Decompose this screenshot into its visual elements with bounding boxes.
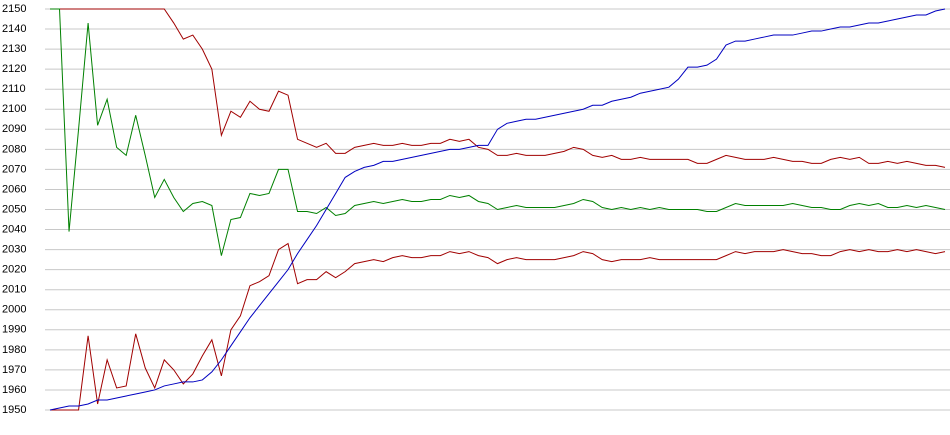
y-tick-label: 2040 <box>2 223 26 235</box>
y-tick-label: 2150 <box>2 3 26 15</box>
y-tick-label: 1990 <box>2 324 26 336</box>
y-tick-label: 1950 <box>2 404 26 416</box>
y-tick-label: 2010 <box>2 284 26 296</box>
series-line <box>50 8 946 168</box>
y-tick-label: 2090 <box>2 123 26 135</box>
y-tick-label: 2000 <box>2 304 26 316</box>
series-line <box>50 8 946 256</box>
y-tick-label: 2070 <box>2 163 26 175</box>
y-tick-label: 2080 <box>2 143 26 155</box>
y-tick-label: 2100 <box>2 103 26 115</box>
y-tick-label: 1980 <box>2 344 26 356</box>
series-line <box>49 8 946 411</box>
y-tick-label: 2030 <box>2 244 26 256</box>
y-tick-label: 2140 <box>2 23 26 35</box>
y-tick-label: 2110 <box>2 83 26 95</box>
series-line <box>50 242 946 411</box>
y-tick-label: 2050 <box>2 203 26 215</box>
y-tick-label: 2130 <box>2 43 26 55</box>
y-tick-label: 2020 <box>2 264 26 276</box>
y-tick-label: 2060 <box>2 183 26 195</box>
y-tick-label: 1970 <box>2 364 26 376</box>
y-tick-label: 1960 <box>2 384 26 396</box>
y-tick-label: 2120 <box>2 63 26 75</box>
